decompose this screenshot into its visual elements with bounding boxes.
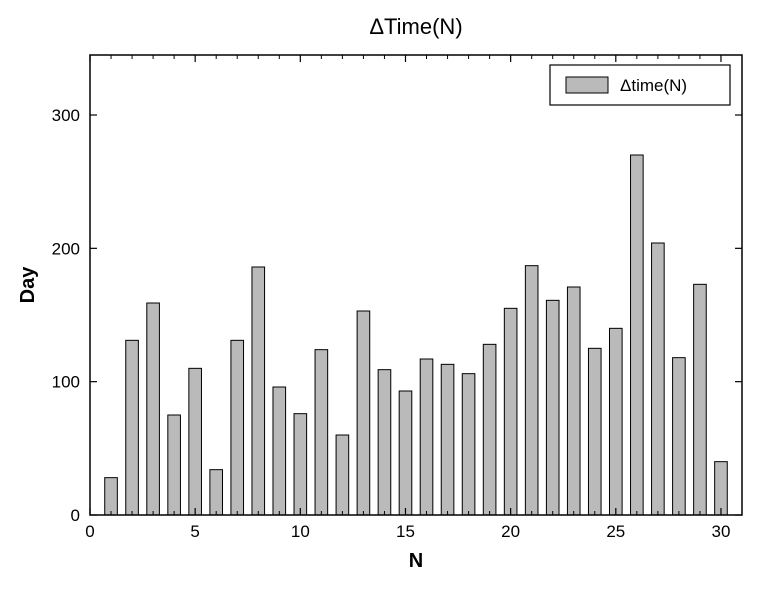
bar: [336, 435, 349, 515]
bar: [504, 308, 517, 515]
bar: [357, 311, 370, 515]
bar: [399, 391, 412, 515]
legend-label: Δtime(N): [620, 76, 687, 95]
bar: [105, 478, 118, 515]
bar: [126, 340, 139, 515]
x-tick-label: 15: [396, 522, 415, 541]
bar: [210, 470, 223, 515]
bar-chart: 0510152025300100200300ΔTime(N)NDayΔtime(…: [0, 0, 772, 594]
bar: [567, 287, 580, 515]
bar: [147, 303, 160, 515]
bar: [673, 358, 686, 515]
bar: [231, 340, 244, 515]
bar: [378, 370, 391, 515]
bar: [462, 374, 475, 515]
bar: [273, 387, 286, 515]
y-tick-label: 200: [52, 239, 80, 258]
bar: [483, 344, 496, 515]
bar: [441, 364, 454, 515]
bar: [588, 348, 601, 515]
x-axis-label: N: [409, 550, 423, 572]
bar: [315, 350, 328, 515]
y-tick-label: 0: [71, 506, 80, 525]
chart-title: ΔTime(N): [369, 14, 462, 39]
chart-container: 0510152025300100200300ΔTime(N)NDayΔtime(…: [0, 0, 772, 594]
bar: [715, 462, 728, 515]
legend: Δtime(N): [550, 65, 730, 105]
x-tick-label: 5: [190, 522, 199, 541]
bar: [294, 414, 307, 515]
bar: [525, 266, 538, 515]
y-tick-label: 300: [52, 106, 80, 125]
bar: [631, 155, 644, 515]
x-tick-label: 25: [606, 522, 625, 541]
bar: [546, 300, 559, 515]
x-tick-label: 0: [85, 522, 94, 541]
bar: [694, 284, 707, 515]
legend-swatch: [566, 77, 608, 93]
bar: [609, 328, 622, 515]
bar: [420, 359, 433, 515]
bar: [652, 243, 665, 515]
x-tick-label: 30: [712, 522, 731, 541]
y-axis-label: Day: [17, 266, 39, 304]
x-tick-label: 20: [501, 522, 520, 541]
y-tick-label: 100: [52, 373, 80, 392]
bar: [168, 415, 181, 515]
bar: [189, 368, 202, 515]
x-tick-label: 10: [291, 522, 310, 541]
bar: [252, 267, 265, 515]
